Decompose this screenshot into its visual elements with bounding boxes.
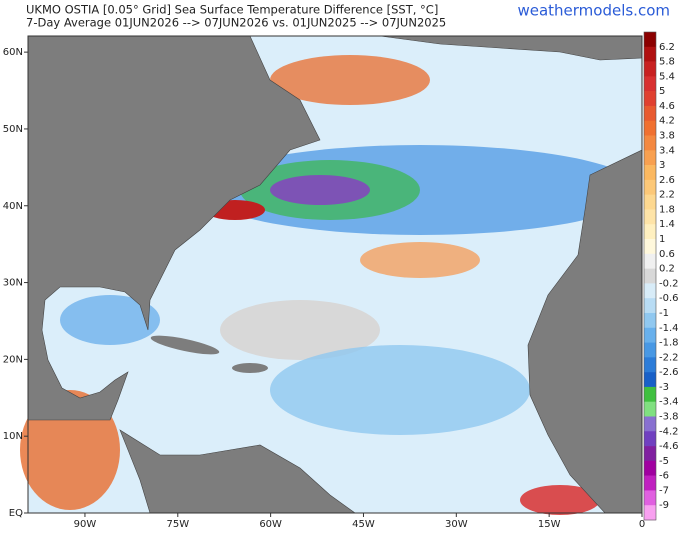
- colorbar-segment: [644, 342, 656, 358]
- colorbar-segment: [644, 475, 656, 491]
- colorbar-segment: [644, 505, 656, 521]
- colorbar-segment: [644, 194, 656, 210]
- colorbar-tick-label: -3.4: [659, 397, 679, 408]
- colorbar-segment: [644, 135, 656, 151]
- watermark: weathermodels.com: [517, 2, 670, 20]
- colorbar-tick-label: 3: [659, 160, 665, 171]
- anomaly-patch: [60, 295, 160, 345]
- colorbar-segment: [644, 46, 656, 62]
- colorbar-segment: [644, 372, 656, 388]
- anomaly-patch: [270, 345, 530, 435]
- colorbar-segment: [644, 490, 656, 506]
- colorbar-frame: [643, 31, 657, 521]
- colorbar-segment: [644, 224, 656, 240]
- lat-tick-label: 40N: [3, 201, 23, 212]
- colorbar-tick-label: -9: [659, 500, 669, 511]
- colorbar-tick-label: 4.2: [659, 116, 675, 127]
- colorbar-tick-label: -4.6: [659, 441, 679, 452]
- anomaly-patch: [360, 242, 480, 278]
- lon-tick-label: 60W: [259, 519, 282, 530]
- lat-tick-label: 20N: [3, 354, 23, 365]
- colorbar-segment: [644, 165, 656, 181]
- colorbar-tick-label: 3.8: [659, 131, 675, 142]
- colorbar-segment: [644, 253, 656, 269]
- title: UKMO OSTIA [0.05° Grid] Sea Surface Temp…: [26, 3, 438, 17]
- colorbar-tick-label: 4.6: [659, 101, 675, 112]
- colorbar-segment: [644, 416, 656, 432]
- lat-tick-label: EQ: [9, 508, 23, 519]
- land-north-america: [27, 35, 321, 421]
- colorbar-tick-label: 2.6: [659, 175, 675, 186]
- anomaly-patch: [220, 300, 380, 360]
- anomaly-patch: [270, 175, 370, 205]
- colorbar-segment: [644, 239, 656, 255]
- colorbar-tick-label: 0.6: [659, 249, 675, 260]
- colorbar-tick-label: 1.4: [659, 219, 675, 230]
- colorbar-tick-label: 5.8: [659, 57, 675, 68]
- lon-tick-label: 45W: [352, 519, 375, 530]
- colorbar-segment: [644, 283, 656, 299]
- colorbar-tick-label: -1: [659, 308, 669, 319]
- colorbar-tick-label: -2.6: [659, 367, 679, 378]
- colorbar-tick-label: -2.2: [659, 352, 679, 363]
- colorbar-tick-label: 2.2: [659, 190, 675, 201]
- lon-tick-label: 0: [639, 519, 645, 530]
- colorbar-segment: [644, 327, 656, 343]
- colorbar-segment: [644, 91, 656, 107]
- colorbar-segment: [644, 357, 656, 373]
- colorbar-segment: [644, 401, 656, 417]
- colorbar-segment: [644, 460, 656, 476]
- colorbar-tick-label: -6: [659, 471, 669, 482]
- lon-tick-label: 90W: [74, 519, 97, 530]
- colorbar-segment: [644, 431, 656, 447]
- colorbar-segment: [644, 105, 656, 122]
- colorbar-segment: [644, 32, 656, 48]
- map-frame: [27, 35, 643, 514]
- colorbar-tick-label: -4.2: [659, 426, 679, 437]
- colorbar-tick-label: 1.8: [659, 204, 675, 215]
- colorbar-tick-label: -1.4: [659, 323, 679, 334]
- colorbar-tick-label: -3.8: [659, 411, 679, 422]
- colorbar-segment: [644, 120, 656, 136]
- colorbar-segment: [644, 76, 656, 92]
- land-south-america: [119, 429, 356, 514]
- lon-tick-label: 75W: [166, 519, 189, 530]
- colorbar-tick-label: -0.2: [659, 278, 679, 289]
- lon-tick-label: 15W: [538, 519, 561, 530]
- colorbar-segment: [644, 386, 656, 402]
- colorbar-tick-label: 0.2: [659, 264, 675, 275]
- subtitle: 7-Day Average 01JUN2026 --> 07JUN2026 vs…: [26, 16, 446, 30]
- colorbar-segment: [644, 268, 656, 284]
- colorbar-segment: [644, 446, 656, 462]
- map-area: [20, 35, 643, 515]
- colorbar-segment: [644, 61, 656, 77]
- land-cuba: [150, 335, 220, 355]
- land-hispaniola: [232, 363, 268, 373]
- colorbar-tick-label: -7: [659, 485, 669, 496]
- lat-tick-label: 30N: [3, 278, 23, 289]
- anomaly-patch: [270, 55, 430, 105]
- colorbar-tick-label: 5.4: [659, 71, 675, 82]
- lat-tick-label: 10N: [3, 431, 23, 442]
- lat-tick-label: 50N: [3, 124, 23, 135]
- colorbar-tick-label: 3.4: [659, 145, 675, 156]
- colorbar-tick-label: -5: [659, 456, 669, 467]
- lat-tick-label: 60N: [3, 47, 23, 58]
- colorbar-tick-label: 1: [659, 234, 665, 245]
- colorbar-segment: [644, 312, 656, 329]
- colorbar-tick-label: -0.6: [659, 293, 679, 304]
- colorbar-tick-label: -1.8: [659, 338, 679, 349]
- lon-tick-label: 30W: [445, 519, 468, 530]
- colorbar-segment: [644, 209, 656, 225]
- colorbar-tick-label: 6.2: [659, 42, 675, 53]
- colorbar-tick-label: -3: [659, 382, 669, 393]
- colorbar-tick-label: 5: [659, 86, 665, 97]
- colorbar-segment: [644, 298, 656, 314]
- anomaly-patch: [520, 485, 600, 515]
- colorbar-segment: [644, 179, 656, 195]
- colorbar-segment: [644, 150, 656, 166]
